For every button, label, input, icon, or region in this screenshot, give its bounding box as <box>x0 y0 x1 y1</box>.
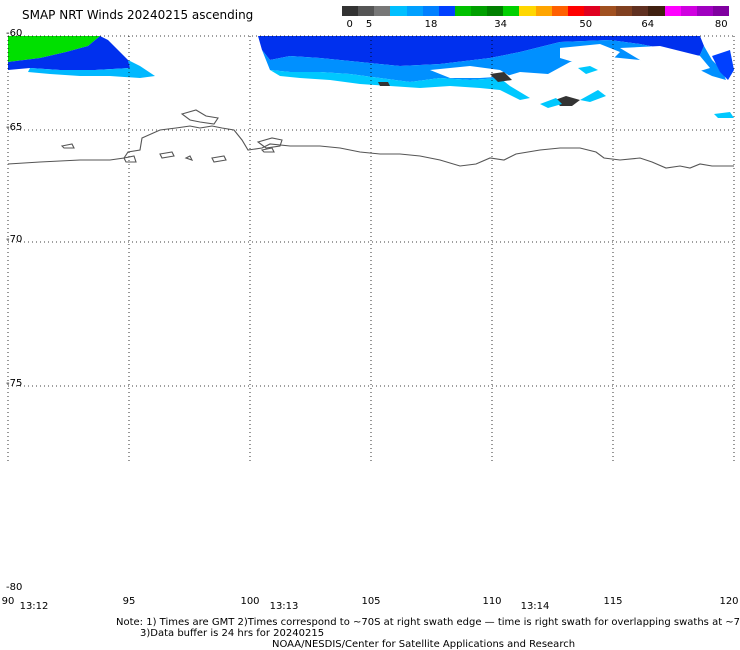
legend-color-swatch <box>632 6 649 16</box>
legend-color-swatch <box>600 6 617 16</box>
lat-label-65: -65 <box>6 122 22 133</box>
legend-color-swatch <box>422 6 439 16</box>
legend-tick-34: 34 <box>494 19 508 30</box>
legend-tick-64: 64 <box>641 19 655 30</box>
legend-tick-5: 5 <box>365 19 373 30</box>
swath-cyan-bit-3 <box>578 66 598 74</box>
swath-gap-1 <box>430 66 510 78</box>
legend-color-swatch <box>535 6 552 16</box>
legend-tick-50: 50 <box>579 19 593 30</box>
legend-color-swatch <box>406 6 423 16</box>
swath-dark-3 <box>378 82 390 86</box>
note-line-3: NOAA/NESDIS/Center for Satellite Applica… <box>272 639 576 650</box>
lon-label-120: 120 <box>719 596 738 607</box>
time-label-1314: 13:14 <box>521 601 550 612</box>
legend-tick-80: 80 <box>714 19 728 30</box>
legend-color-swatch <box>551 6 568 16</box>
legend-color-swatch <box>648 6 665 16</box>
legend-color-swatch <box>616 6 633 16</box>
swath-left-blue <box>8 36 130 70</box>
swath-left-cyan <box>28 60 155 78</box>
lon-label-90: 90 <box>2 596 15 607</box>
swath-gap-3 <box>620 46 710 74</box>
legend-color-swatch <box>519 6 536 16</box>
latitude-labels: -60 -65 -70 -75 -80 <box>6 28 22 593</box>
map-title: SMAP NRT Winds 20240215 ascending <box>22 8 254 22</box>
wind-swaths <box>8 36 734 118</box>
legend-color-swatch <box>567 6 584 16</box>
note-line-1: Note: 1) Times are GMT 2)Times correspon… <box>116 617 740 628</box>
legend-tick-labels: 0 5 18 34 50 64 80 <box>342 19 729 31</box>
lon-label-95: 95 <box>123 596 136 607</box>
legend-color-swatch <box>358 6 375 16</box>
swath-dark-1 <box>490 72 512 82</box>
lon-label-105: 105 <box>361 596 380 607</box>
legend-color-swatch <box>712 6 729 16</box>
swath-gap-2 <box>560 44 620 64</box>
time-labels: 13:12 13:13 13:14 <box>20 601 550 612</box>
legend-color-swatch <box>583 6 600 16</box>
lon-label-115: 115 <box>603 596 622 607</box>
legend-color-swatch <box>680 6 697 16</box>
legend-color-swatch <box>342 6 359 16</box>
wind-speed-color-legend <box>342 6 729 16</box>
legend-color-swatch <box>503 6 520 16</box>
longitude-grid <box>7 36 735 464</box>
time-label-1313: 13:13 <box>270 601 299 612</box>
legend-color-swatch <box>390 6 407 16</box>
lat-label-75: -75 <box>6 378 22 389</box>
legend-color-swatch <box>664 6 681 16</box>
lon-label-110: 110 <box>482 596 501 607</box>
swath-cyan-bit-4 <box>714 112 734 118</box>
legend-tick-18: 18 <box>424 19 438 30</box>
swath-right-blue <box>258 36 704 66</box>
legend-color-swatch <box>696 6 713 16</box>
time-label-1312: 13:12 <box>20 601 49 612</box>
lat-label-70: -70 <box>6 234 22 245</box>
legend-color-swatch <box>471 6 488 16</box>
swath-blue-right-edge <box>712 50 734 80</box>
legend-color-swatch <box>487 6 504 16</box>
legend-color-swatch <box>374 6 391 16</box>
legend-tick-0: 0 <box>346 19 353 30</box>
lat-label-60: -60 <box>6 28 22 39</box>
swath-cyan-bit-1 <box>540 98 562 108</box>
note-line-2: 3)Data buffer is 24 hrs for 20240215 <box>140 628 325 639</box>
swath-left-green <box>8 36 100 62</box>
lon-label-100: 100 <box>240 596 259 607</box>
antarctic-coastline <box>7 109 734 169</box>
swath-cyan-bit-2 <box>580 90 606 102</box>
legend-color-swatch <box>438 6 455 16</box>
lat-label-80: -80 <box>6 582 22 593</box>
legend-color-swatch <box>454 6 471 16</box>
longitude-labels: 90 95 100 105 110 115 120 <box>2 596 739 607</box>
swath-right-cyan <box>270 70 530 100</box>
